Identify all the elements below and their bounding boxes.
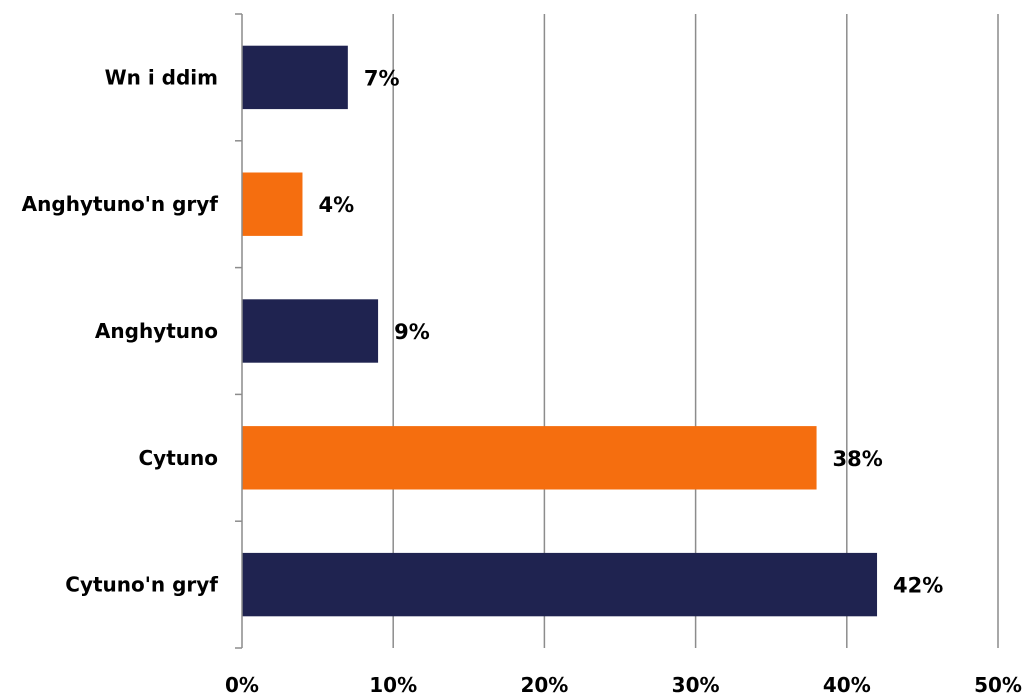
x-tick-labels: 0% 10% 20% 30% 40% 50% <box>225 673 1022 697</box>
category-labels: Cytuno'n gryf Cytuno Anghytuno Anghytuno'n … <box>22 65 219 596</box>
category-label: Anghytuno'n gryf <box>22 192 219 216</box>
x-tick-label: 10% <box>369 673 417 697</box>
data-label: 7% <box>364 66 400 90</box>
x-tick-label: 0% <box>225 673 259 697</box>
bar <box>242 299 379 363</box>
gridlines <box>392 14 999 648</box>
category-label: Anghytuno <box>95 319 218 343</box>
data-label: 42% <box>893 574 943 598</box>
x-tick-label: 20% <box>520 673 568 697</box>
x-tick-label: 40% <box>823 673 871 697</box>
bar <box>242 426 817 490</box>
category-axis <box>235 13 243 649</box>
category-label: Cytuno <box>139 446 219 470</box>
data-label: 38% <box>833 447 883 471</box>
bar <box>242 552 878 617</box>
category-label: Wn i ddim <box>105 65 218 89</box>
x-tick-label: 30% <box>672 673 720 697</box>
data-label: 4% <box>318 193 354 217</box>
x-tick-label: 50% <box>974 673 1022 697</box>
data-labels: 42% 38% 9% 4% 7% <box>318 66 943 597</box>
bars <box>242 45 878 617</box>
data-label: 9% <box>394 320 430 344</box>
category-label: Cytuno'n gryf <box>65 573 218 597</box>
bar <box>242 172 303 236</box>
bar <box>242 45 348 110</box>
